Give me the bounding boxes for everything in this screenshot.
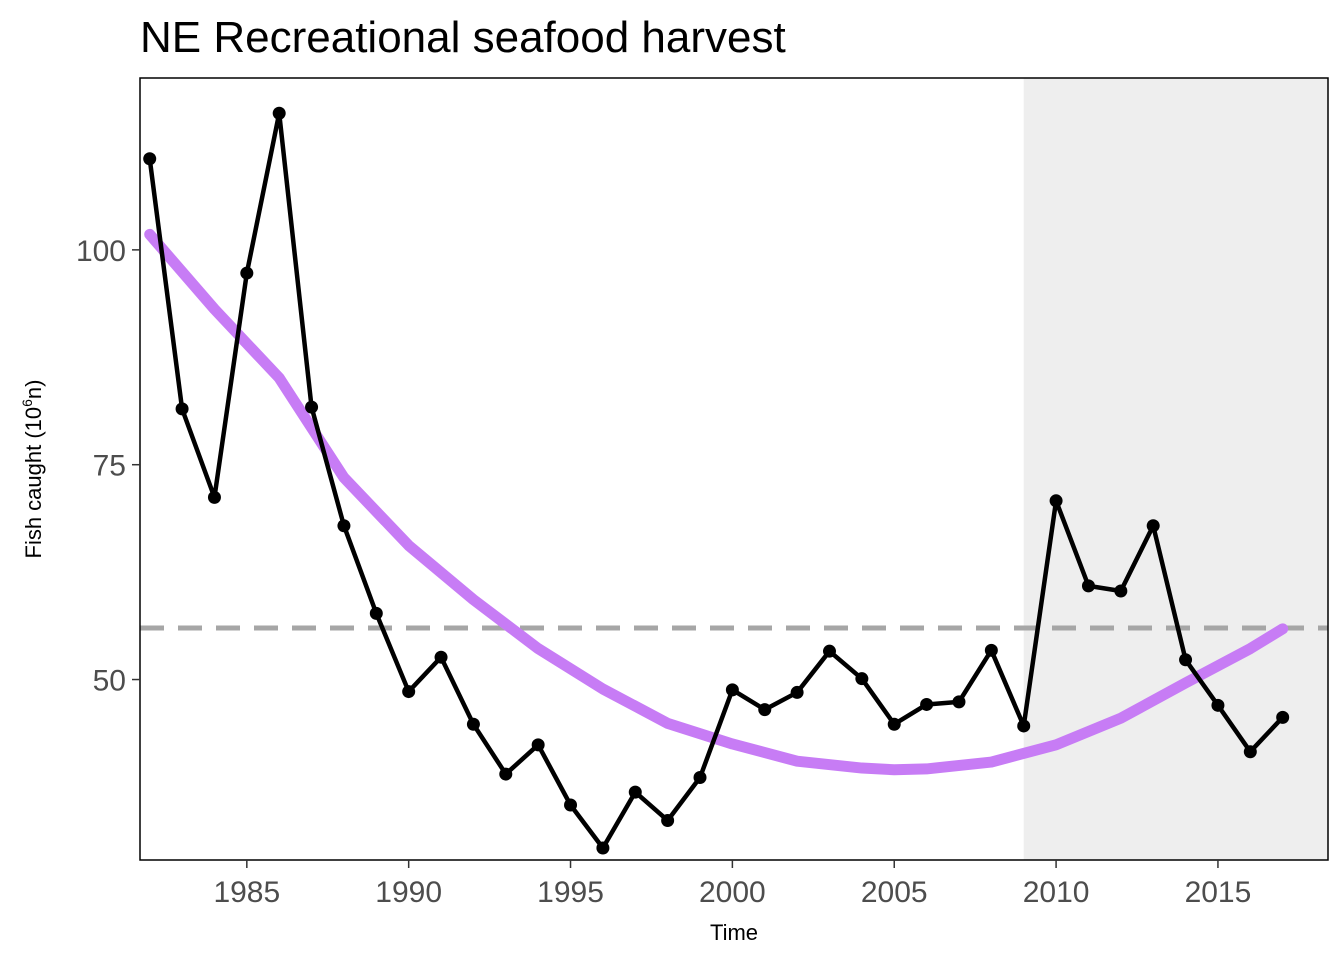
data-point [661, 813, 675, 827]
data-point [272, 106, 286, 120]
plot-border [139, 77, 1329, 861]
trend-line [144, 228, 1289, 776]
data-point [402, 685, 416, 699]
x-tick-label: 2010 [1023, 876, 1090, 909]
data-point [920, 697, 934, 711]
y-axis-label-sup: 6 [19, 399, 35, 407]
data-point [693, 771, 707, 785]
x-axis: 1985 1990 1995 2000 2005 2010 2015 [213, 860, 1251, 909]
series-points [143, 106, 1290, 855]
data-point [369, 606, 383, 620]
y-axis-label-main: Fish caught (10 [21, 407, 46, 559]
x-tick-label: 2015 [1185, 876, 1252, 909]
data-point [758, 703, 772, 717]
shaded-region [1023, 78, 1328, 860]
data-point [1049, 494, 1063, 508]
data-point [1146, 519, 1160, 533]
data-point [887, 717, 901, 731]
data-point [790, 685, 804, 699]
y-axis: 50 75 100 [76, 235, 140, 698]
data-point [1211, 698, 1225, 712]
data-point [564, 798, 578, 812]
data-point [855, 672, 869, 686]
y-tick-label: 75 [93, 450, 126, 483]
data-point [337, 519, 351, 533]
data-point [1243, 745, 1257, 759]
data-point [531, 738, 545, 752]
x-axis-label: Time [710, 920, 758, 945]
x-tick-label: 2000 [699, 876, 766, 909]
x-tick-label: 1995 [537, 876, 604, 909]
y-tick-label: 100 [76, 235, 126, 268]
data-point [952, 695, 966, 709]
data-point [499, 767, 513, 781]
data-point [175, 402, 189, 416]
data-point [725, 683, 739, 697]
data-point [466, 717, 480, 731]
chart-title: NE Recreational seafood harvest [140, 13, 786, 62]
y-tick-label: 50 [93, 665, 126, 698]
y-axis-label-tail: n) [21, 380, 46, 400]
data-point [240, 266, 254, 280]
data-point [596, 841, 610, 855]
data-point [1179, 653, 1193, 667]
data-point [305, 400, 319, 414]
x-tick-label: 1990 [375, 876, 442, 909]
data-point [1017, 719, 1031, 733]
data-point [1114, 584, 1128, 598]
x-tick-label: 1985 [213, 876, 280, 909]
plot-area [139, 77, 1329, 861]
data-point [1276, 710, 1290, 724]
data-point [628, 785, 642, 799]
data-point [207, 490, 221, 504]
y-axis-label: Fish caught (106n) [19, 380, 46, 559]
x-tick-label: 2005 [861, 876, 928, 909]
data-point [984, 643, 998, 657]
data-point [434, 650, 448, 664]
data-point [143, 152, 157, 166]
data-point [822, 644, 836, 658]
data-point [1081, 579, 1095, 593]
